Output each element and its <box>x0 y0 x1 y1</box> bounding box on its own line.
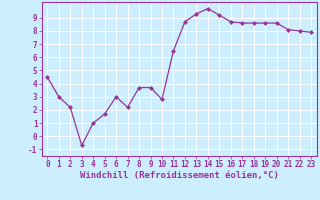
X-axis label: Windchill (Refroidissement éolien,°C): Windchill (Refroidissement éolien,°C) <box>80 171 279 180</box>
